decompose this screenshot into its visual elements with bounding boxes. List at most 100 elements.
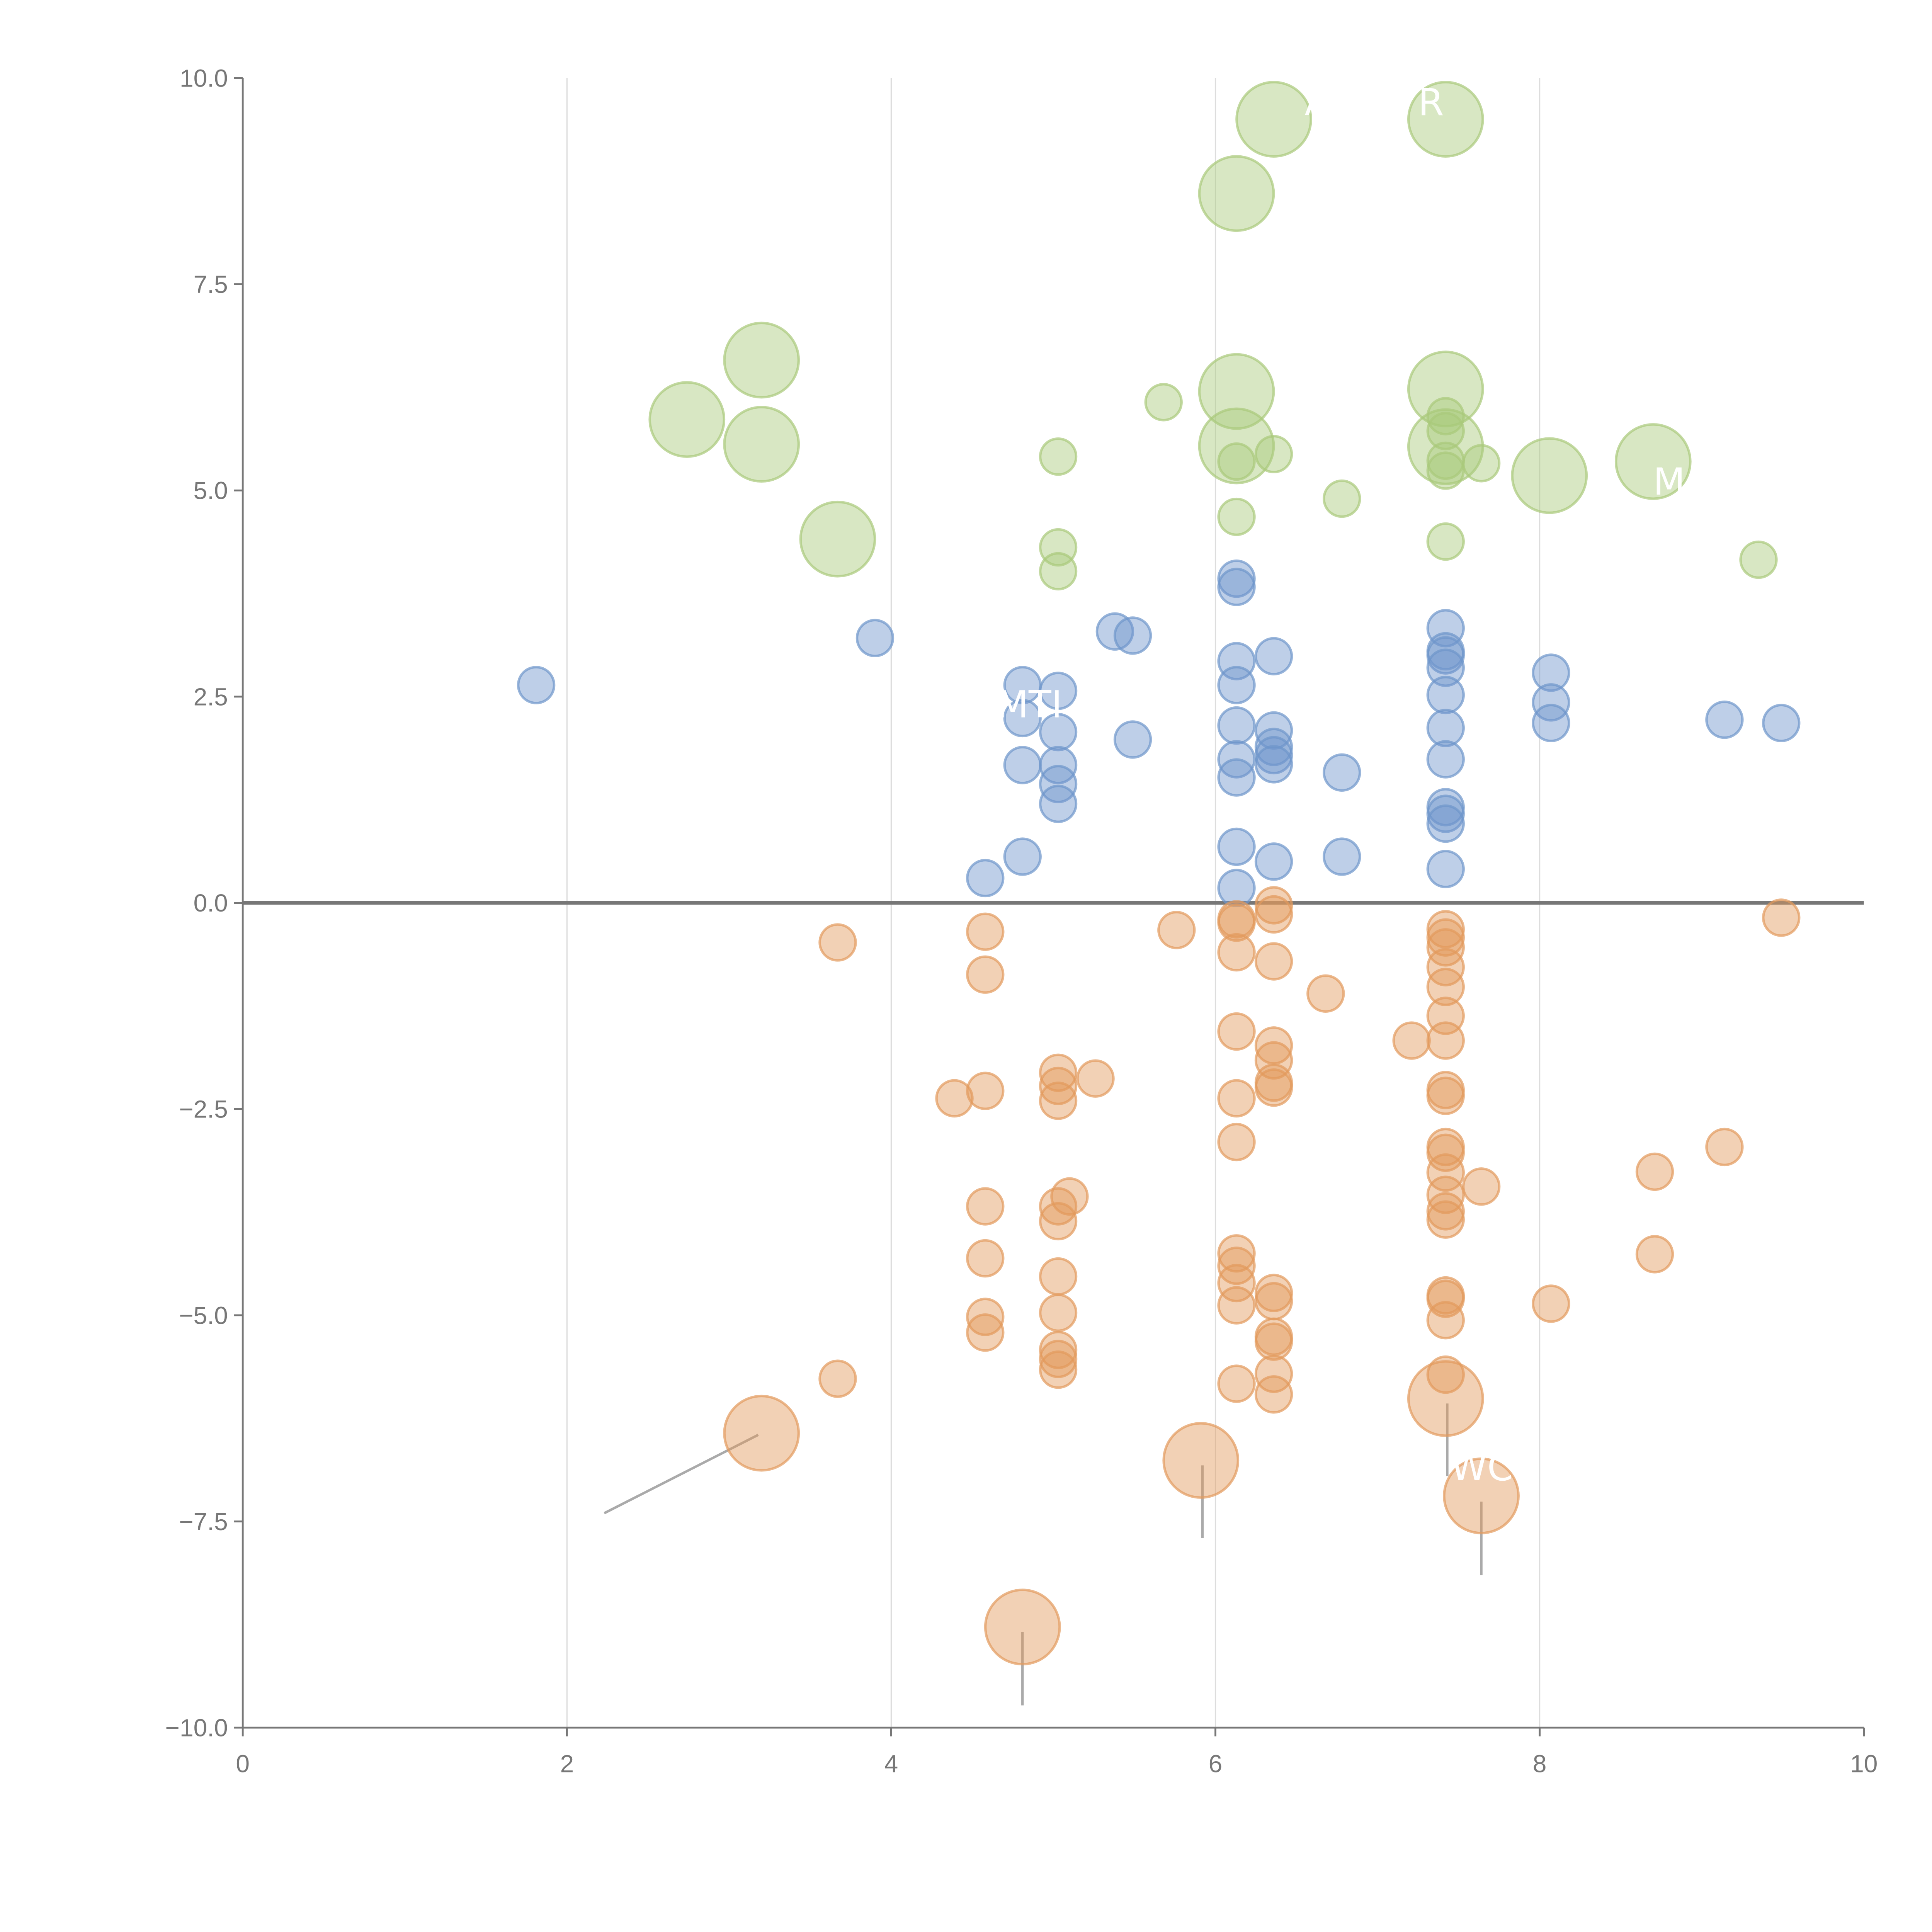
green-point <box>1426 441 1465 480</box>
orange-point <box>1217 1122 1256 1162</box>
orange-point <box>1217 1079 1256 1118</box>
orange-point <box>1426 918 1465 957</box>
orange-point <box>1076 1059 1115 1098</box>
orange-point <box>1254 1375 1293 1414</box>
green-point <box>1254 435 1293 473</box>
orange-point <box>1306 974 1345 1013</box>
orange-point <box>818 1359 857 1398</box>
y-tick-label: −5.0 <box>179 1301 228 1329</box>
orange-point <box>1254 1274 1293 1312</box>
annotation-label: A <box>1304 81 1330 124</box>
green-point <box>1739 540 1778 579</box>
orange-point <box>966 955 1005 994</box>
orange-point <box>1762 898 1801 937</box>
orange-point <box>1217 1234 1256 1273</box>
y-tick-label: −7.5 <box>179 1508 228 1536</box>
orange-point <box>966 1239 1005 1278</box>
orange-point <box>1217 1364 1256 1403</box>
green-point <box>1144 383 1183 422</box>
orange-point <box>1254 1282 1293 1321</box>
green-point <box>723 406 800 483</box>
blue-point <box>1039 713 1078 752</box>
green-point <box>1426 397 1465 435</box>
y-tick-label: 7.5 <box>194 270 228 298</box>
y-tick-label: 10.0 <box>180 64 228 92</box>
blue-point <box>1426 740 1465 779</box>
orange-point <box>1426 1133 1465 1172</box>
green-point <box>723 321 800 399</box>
orange-point <box>1426 1279 1465 1318</box>
orange-point <box>1254 1322 1293 1361</box>
blue-point <box>966 859 1005 898</box>
green-point <box>1462 444 1501 483</box>
blue-point <box>855 619 895 658</box>
blue-point <box>1217 827 1256 866</box>
orange-point <box>1039 1350 1078 1389</box>
orange-point <box>1217 1012 1256 1051</box>
blue-point <box>1039 765 1078 803</box>
blue-point <box>1217 706 1256 745</box>
blue-point <box>1113 616 1152 655</box>
green-point <box>799 500 876 578</box>
blue-point <box>1532 683 1570 722</box>
leader-lines <box>604 1403 1483 1706</box>
orange-point <box>966 1313 1005 1352</box>
blue-point <box>1039 784 1078 823</box>
blue-point <box>1217 559 1256 598</box>
green-point <box>1198 155 1275 232</box>
blue-point <box>1254 637 1293 675</box>
axes: 0 2 4 6 8 10 10.0 7.5 5.0 2.5 0.0 −2.5 −5.0 −7.5 −10.0 <box>165 64 1878 1777</box>
green-point <box>1426 451 1465 490</box>
blue-point <box>1323 753 1361 792</box>
blue-point <box>1323 837 1361 876</box>
blue-point <box>1217 666 1256 704</box>
orange-point <box>1426 968 1465 1006</box>
data-points <box>517 81 1801 1666</box>
orange-point <box>1039 1082 1078 1120</box>
y-tick-label: 5.0 <box>194 477 228 505</box>
blue-point <box>1426 804 1465 843</box>
orange-point <box>966 1071 1005 1110</box>
green-point <box>1039 437 1078 476</box>
orange-point <box>1532 1284 1570 1323</box>
green-point <box>1407 81 1484 158</box>
orange-point <box>1426 1153 1465 1192</box>
blue-point <box>1426 648 1465 687</box>
orange-point <box>1254 942 1293 981</box>
x-tick-label: 2 <box>560 1750 574 1778</box>
blue-point <box>1762 704 1801 742</box>
y-tick-label: −10.0 <box>165 1714 228 1742</box>
blue-point <box>1254 736 1293 775</box>
orange-point <box>1157 911 1196 949</box>
x-tick-label: 6 <box>1209 1750 1223 1778</box>
x-tick-label: 10 <box>1850 1750 1878 1778</box>
orange-point <box>1635 1152 1674 1191</box>
orange-point <box>966 1298 1005 1336</box>
orange-point <box>1039 1053 1078 1092</box>
blue-point <box>1113 720 1152 759</box>
blue-point <box>1003 746 1042 784</box>
green-point <box>1426 522 1465 561</box>
blue-point <box>1426 675 1465 714</box>
blue-point <box>517 666 556 704</box>
orange-point <box>1254 1354 1293 1393</box>
orange-point <box>935 1079 974 1118</box>
orange-point <box>1254 895 1293 934</box>
orange-point <box>1039 1066 1078 1105</box>
x-tick-label: 4 <box>884 1750 898 1778</box>
blue-point <box>1254 745 1293 784</box>
y-tick-label: −2.5 <box>179 1095 228 1123</box>
orange-point <box>1426 1021 1465 1060</box>
orange-point <box>723 1395 800 1472</box>
orange-point <box>1426 1355 1465 1394</box>
annotation-label: MTI <box>997 683 1062 726</box>
orange-point <box>1426 1077 1465 1115</box>
orange-point <box>1217 1286 1256 1325</box>
orange-point <box>1426 1192 1465 1231</box>
blue-point <box>1039 672 1078 710</box>
blue-point <box>1532 704 1570 742</box>
blue-point <box>1003 837 1042 876</box>
blue-point <box>1532 653 1570 692</box>
green-point <box>1511 437 1588 514</box>
